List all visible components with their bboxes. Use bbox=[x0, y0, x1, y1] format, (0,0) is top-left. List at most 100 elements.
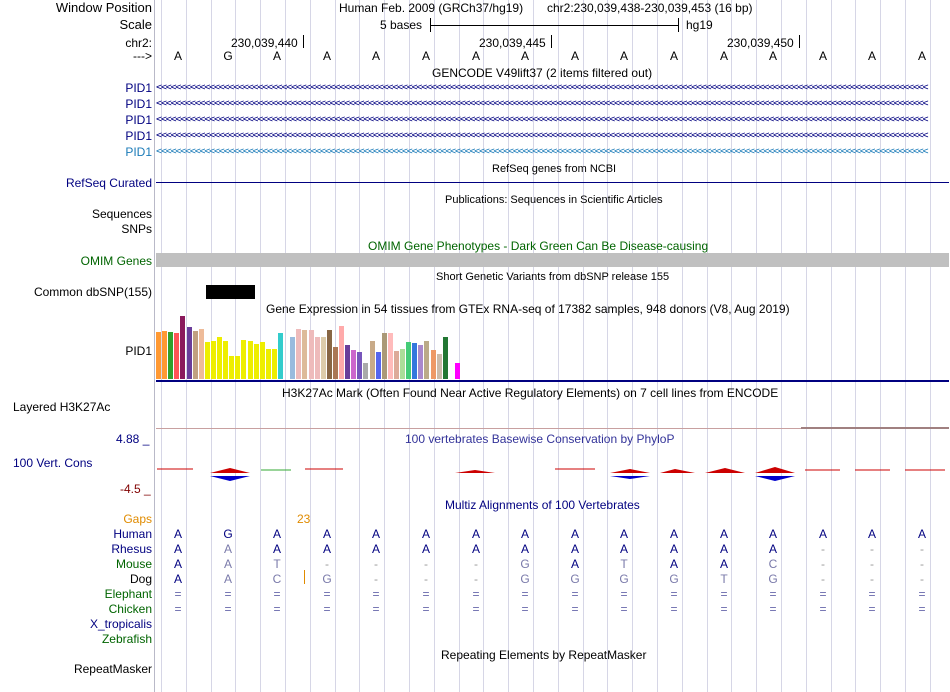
omim-gene-bar[interactable] bbox=[156, 253, 949, 267]
gtex-tissue-bar[interactable] bbox=[455, 363, 460, 379]
multiz-species-label[interactable]: Rhesus bbox=[111, 542, 152, 556]
gtex-tissue-bar[interactable] bbox=[211, 341, 216, 379]
gencode-label-2[interactable]: PID1 bbox=[125, 97, 152, 111]
gtex-tissue-bar[interactable] bbox=[400, 349, 405, 379]
sequence-base[interactable]: A bbox=[917, 49, 926, 63]
gencode-label-3[interactable]: PID1 bbox=[125, 113, 152, 127]
gtex-tissue-bar[interactable] bbox=[290, 337, 295, 379]
sequence-base[interactable]: G bbox=[223, 49, 233, 63]
gtex-tissue-bar[interactable] bbox=[412, 343, 417, 379]
dbsnp-label[interactable]: Common dbSNP(155) bbox=[33, 285, 152, 299]
gtex-tissue-bar[interactable] bbox=[302, 330, 307, 379]
sequence-base[interactable]: A bbox=[471, 49, 480, 63]
gtex-tissue-bar[interactable] bbox=[315, 337, 320, 379]
gencode-transcript-1[interactable]: <<<<<<<<<<<<<<<<<<<<<<<<<<<<<<<<<<<<<<<<… bbox=[156, 82, 928, 93]
gtex-tissue-bar[interactable] bbox=[278, 333, 283, 379]
gtex-tissue-bar[interactable] bbox=[260, 342, 265, 379]
gtex-tissue-bar[interactable] bbox=[174, 333, 179, 379]
sequence-base[interactable]: A bbox=[322, 49, 331, 63]
gtex-tissue-bar[interactable] bbox=[241, 340, 246, 379]
omim-label[interactable]: OMIM Genes bbox=[80, 254, 152, 268]
gencode-title[interactable]: GENCODE V49lift37 (2 items filtered out) bbox=[432, 66, 653, 80]
gencode-transcript-5[interactable]: <<<<<<<<<<<<<<<<<<<<<<<<<<<<<<<<<<<<<<<<… bbox=[156, 146, 928, 157]
publications-snps-label[interactable]: SNPs bbox=[121, 222, 152, 236]
gtex-tissue-bar[interactable] bbox=[406, 342, 411, 379]
gtex-label[interactable]: PID1 bbox=[125, 344, 152, 358]
gencode-transcript-3[interactable]: <<<<<<<<<<<<<<<<<<<<<<<<<<<<<<<<<<<<<<<<… bbox=[156, 114, 928, 125]
gtex-tissue-bar[interactable] bbox=[418, 345, 423, 379]
sequence-base[interactable]: A bbox=[669, 49, 678, 63]
gtex-tissue-bar[interactable] bbox=[235, 356, 240, 379]
sequence-base[interactable]: A bbox=[719, 49, 728, 63]
multiz-species-label[interactable]: X_tropicalis bbox=[89, 617, 152, 631]
gtex-tissue-bar[interactable] bbox=[339, 326, 344, 379]
sequence-base[interactable]: A bbox=[818, 49, 827, 63]
refseq-title[interactable]: RefSeq genes from NCBI bbox=[492, 163, 617, 175]
gtex-tissue-bar[interactable] bbox=[168, 332, 173, 379]
gtex-tissue-bar[interactable] bbox=[424, 341, 429, 379]
gtex-tissue-bar[interactable] bbox=[394, 351, 399, 379]
gencode-label-1[interactable]: PID1 bbox=[125, 81, 152, 95]
gtex-tissue-bar[interactable] bbox=[388, 333, 393, 379]
dbsnp-title[interactable]: Short Genetic Variants from dbSNP releas… bbox=[436, 271, 670, 283]
publications-title[interactable]: Publications: Sequences in Scientific Ar… bbox=[445, 194, 663, 206]
gtex-tissue-bar[interactable] bbox=[431, 350, 436, 379]
multiz-species-label[interactable]: Dog bbox=[129, 572, 152, 586]
gtex-tissue-bar[interactable] bbox=[205, 342, 210, 379]
phylop-title[interactable]: 100 vertebrates Basewise Conservation by… bbox=[405, 432, 675, 446]
multiz-species-label[interactable]: Chicken bbox=[108, 602, 152, 616]
sequence-base[interactable]: A bbox=[173, 49, 182, 63]
multiz-species-label[interactable]: Elephant bbox=[104, 587, 152, 601]
gencode-transcript-2[interactable]: <<<<<<<<<<<<<<<<<<<<<<<<<<<<<<<<<<<<<<<<… bbox=[156, 98, 928, 109]
gtex-tissue-bar[interactable] bbox=[156, 332, 161, 379]
sequence-base[interactable]: A bbox=[421, 49, 430, 63]
assembly-title[interactable]: Human Feb. 2009 (GRCh37/hg19) bbox=[339, 1, 524, 15]
gencode-transcript-4[interactable]: <<<<<<<<<<<<<<<<<<<<<<<<<<<<<<<<<<<<<<<<… bbox=[156, 130, 928, 141]
multiz-species-label[interactable]: Human bbox=[113, 527, 152, 541]
gtex-tissue-bar[interactable] bbox=[357, 352, 362, 379]
gtex-tissue-bar[interactable] bbox=[370, 341, 375, 379]
multiz-species-label[interactable]: Zebrafish bbox=[101, 632, 152, 646]
h3k27ac-label[interactable]: Layered H3K27Ac bbox=[13, 400, 111, 414]
gtex-tissue-bar[interactable] bbox=[345, 345, 350, 379]
sequence-base[interactable]: A bbox=[570, 49, 579, 63]
gtex-tissue-bar[interactable] bbox=[223, 341, 228, 379]
gtex-tissue-bar[interactable] bbox=[254, 344, 259, 379]
gtex-tissue-bar[interactable] bbox=[363, 363, 368, 379]
gtex-tissue-bar[interactable] bbox=[229, 356, 234, 379]
gtex-tissue-bar[interactable] bbox=[162, 331, 167, 379]
sequence-base[interactable]: A bbox=[272, 49, 281, 63]
sequence-base[interactable]: A bbox=[371, 49, 380, 63]
repeatmasker-label[interactable]: RepeatMasker bbox=[73, 662, 152, 676]
gtex-tissue-bar[interactable] bbox=[180, 316, 185, 379]
refseq-label[interactable]: RefSeq Curated bbox=[65, 176, 152, 190]
gtex-tissue-bar[interactable] bbox=[382, 333, 387, 379]
multiz-gaps-label[interactable]: Gaps bbox=[123, 512, 152, 526]
gtex-tissue-bar[interactable] bbox=[443, 337, 448, 379]
sequence-base[interactable]: A bbox=[520, 49, 529, 63]
repeatmasker-title[interactable]: Repeating Elements by RepeatMasker bbox=[441, 648, 647, 662]
gtex-tissue-bar[interactable] bbox=[296, 329, 301, 379]
gtex-tissue-bar[interactable] bbox=[437, 354, 442, 379]
gtex-tissue-bar[interactable] bbox=[193, 331, 198, 379]
refseq-gene-line[interactable] bbox=[156, 182, 949, 183]
gtex-tissue-bar[interactable] bbox=[199, 329, 204, 379]
gtex-tissue-bar[interactable] bbox=[187, 327, 192, 379]
gtex-tissue-bar[interactable] bbox=[217, 337, 222, 379]
gtex-title[interactable]: Gene Expression in 54 tissues from GTEx … bbox=[266, 302, 790, 316]
multiz-title[interactable]: Multiz Alignments of 100 Vertebrates bbox=[445, 498, 640, 512]
gencode-label-5[interactable]: PID1 bbox=[125, 145, 152, 159]
gtex-tissue-bar[interactable] bbox=[376, 352, 381, 379]
phylop-label[interactable]: 100 Vert. Cons bbox=[13, 456, 93, 470]
gtex-tissue-bar[interactable] bbox=[321, 337, 326, 379]
gtex-tissue-bar[interactable] bbox=[266, 349, 271, 379]
phylop-signal[interactable] bbox=[155, 460, 950, 490]
gtex-tissue-bar[interactable] bbox=[351, 350, 356, 379]
gtex-tissue-bar[interactable] bbox=[333, 347, 338, 379]
publications-sequences-label[interactable]: Sequences bbox=[91, 207, 152, 221]
sequence-base[interactable]: A bbox=[768, 49, 777, 63]
gencode-label-4[interactable]: PID1 bbox=[125, 129, 152, 143]
multiz-species-label[interactable]: Mouse bbox=[115, 557, 152, 571]
gtex-tissue-bar[interactable] bbox=[327, 330, 332, 379]
sequence-base[interactable]: A bbox=[619, 49, 628, 63]
